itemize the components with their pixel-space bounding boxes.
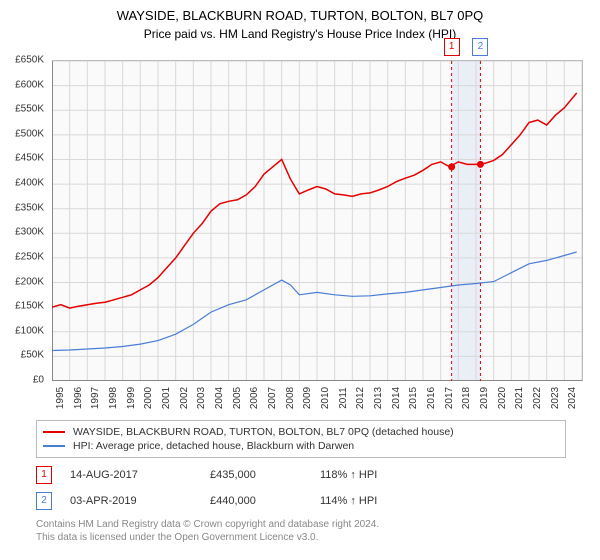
x-tick-label: 2001	[161, 387, 172, 409]
y-tick-label: £500K	[15, 128, 44, 139]
sale-row: 2 03-APR-2019 £440,000 114% ↑ HPI	[36, 488, 566, 514]
footer: Contains HM Land Registry data © Crown c…	[36, 518, 566, 544]
sales-table: 1 14-AUG-2017 £435,000 118% ↑ HPI 2 03-A…	[36, 462, 566, 514]
sale-marker-badge: 2	[472, 38, 488, 56]
sale-pct: 118% ↑ HPI	[320, 469, 440, 481]
sale-pct: 114% ↑ HPI	[320, 495, 440, 507]
chart-container: WAYSIDE, BLACKBURN ROAD, TURTON, BOLTON,…	[0, 0, 600, 560]
legend: WAYSIDE, BLACKBURN ROAD, TURTON, BOLTON,…	[36, 420, 566, 458]
y-tick-label: £550K	[15, 104, 44, 115]
x-tick-label: 1996	[73, 387, 84, 409]
x-tick-label: 2011	[338, 387, 349, 409]
x-tick-label: 2003	[196, 387, 207, 409]
x-tick-label: 2020	[497, 387, 508, 409]
sale-number-badge: 2	[36, 492, 52, 510]
x-tick-label: 1998	[108, 387, 119, 409]
x-tick-label: 2014	[391, 387, 402, 409]
x-tick-label: 2010	[320, 387, 331, 409]
y-tick-label: £300K	[15, 227, 44, 238]
x-tick-label: 2000	[143, 387, 154, 409]
x-tick-label: 1995	[55, 387, 66, 409]
footer-line: Contains HM Land Registry data © Crown c…	[36, 518, 566, 531]
sale-row: 1 14-AUG-2017 £435,000 118% ↑ HPI	[36, 462, 566, 488]
x-tick-label: 2006	[249, 387, 260, 409]
x-tick-label: 2022	[532, 387, 543, 409]
y-axis-labels: £0£50K£100K£150K£200K£250K£300K£350K£400…	[0, 60, 48, 380]
sale-price: £435,000	[210, 469, 320, 481]
y-tick-label: £450K	[15, 153, 44, 164]
legend-label: HPI: Average price, detached house, Blac…	[73, 440, 354, 452]
x-tick-label: 2017	[444, 387, 455, 409]
x-tick-label: 2004	[214, 387, 225, 409]
y-tick-label: £600K	[15, 79, 44, 90]
footer-line: This data is licensed under the Open Gov…	[36, 531, 566, 544]
sale-number-badge: 1	[36, 466, 52, 484]
x-tick-label: 2015	[408, 387, 419, 409]
sale-date: 14-AUG-2017	[70, 469, 210, 481]
x-tick-label: 2021	[514, 387, 525, 409]
title-block: WAYSIDE, BLACKBURN ROAD, TURTON, BOLTON,…	[0, 0, 600, 41]
y-tick-label: £650K	[15, 55, 44, 66]
sale-badges: 12	[52, 38, 582, 58]
chart-svg	[52, 61, 582, 381]
chart-title: WAYSIDE, BLACKBURN ROAD, TURTON, BOLTON,…	[0, 8, 600, 23]
x-tick-label: 2018	[461, 387, 472, 409]
x-tick-label: 2008	[285, 387, 296, 409]
y-tick-label: £50K	[21, 350, 44, 361]
y-tick-label: £150K	[15, 301, 44, 312]
y-tick-label: £200K	[15, 276, 44, 287]
x-tick-label: 1997	[90, 387, 101, 409]
y-tick-label: £400K	[15, 178, 44, 189]
sale-price: £440,000	[210, 495, 320, 507]
x-axis-labels: 1995 1996 1997 1998 1999 2000 2001 2002 2003 2004…	[52, 382, 582, 422]
y-tick-label: £100K	[15, 325, 44, 336]
legend-swatch	[43, 445, 65, 447]
legend-label: WAYSIDE, BLACKBURN ROAD, TURTON, BOLTON,…	[73, 426, 454, 438]
x-tick-label: 2009	[302, 387, 313, 409]
sale-marker-badge: 1	[444, 38, 460, 56]
x-tick-label: 2002	[179, 387, 190, 409]
x-tick-label: 2005	[232, 387, 243, 409]
x-tick-label: 2013	[373, 387, 384, 409]
sale-date: 03-APR-2019	[70, 495, 210, 507]
x-tick-label: 2012	[355, 387, 366, 409]
y-tick-label: £350K	[15, 202, 44, 213]
x-tick-label: 2019	[479, 387, 490, 409]
x-tick-label: 2023	[550, 387, 561, 409]
legend-row: WAYSIDE, BLACKBURN ROAD, TURTON, BOLTON,…	[43, 425, 559, 439]
y-tick-label: £250K	[15, 251, 44, 262]
x-tick-label: 1999	[126, 387, 137, 409]
plot-area	[52, 60, 583, 381]
legend-swatch	[43, 431, 65, 433]
legend-row: HPI: Average price, detached house, Blac…	[43, 439, 559, 453]
x-tick-label: 2024	[567, 387, 578, 409]
x-tick-label: 2007	[267, 387, 278, 409]
y-tick-label: £0	[33, 375, 44, 386]
x-tick-label: 2016	[426, 387, 437, 409]
